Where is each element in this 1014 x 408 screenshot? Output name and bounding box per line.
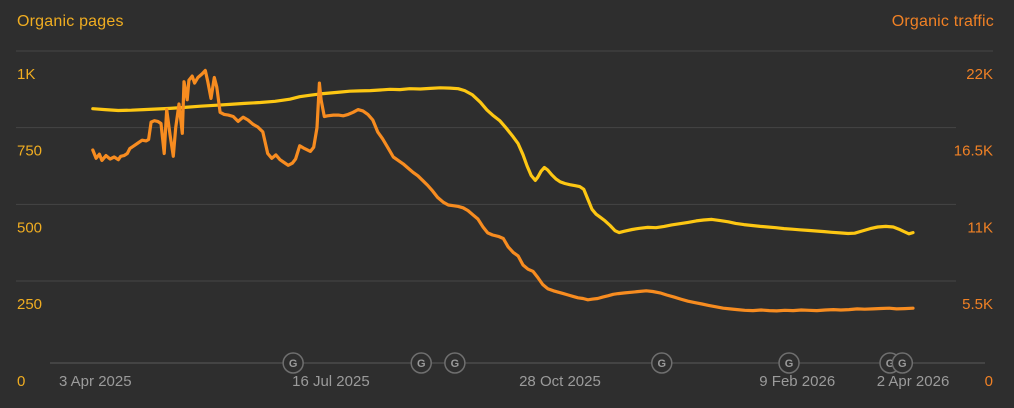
right-axis-tick-label: 22K (966, 66, 993, 83)
google-update-icon[interactable] (651, 352, 673, 374)
google-update-icon[interactable] (444, 352, 466, 374)
google-update-glyph: G (785, 358, 794, 370)
organic-pages-line[interactable] (91, 86, 915, 236)
organic-traffic-line[interactable] (91, 68, 915, 313)
date-label: 9 Feb 2026 (759, 373, 835, 390)
right-axis-tick-label: 11K (967, 219, 993, 236)
date-label: 3 Apr 2025 (59, 373, 132, 390)
google-update-icon[interactable] (778, 352, 800, 374)
google-update-glyph: G (451, 358, 460, 370)
right-axis-tick-label: 16.5K (954, 143, 993, 160)
google-update-glyph: G (417, 358, 426, 370)
left-axis-zero-label: 0 (17, 373, 25, 390)
right-axis-tick-label: 5.5K (962, 296, 993, 313)
date-label: 28 Oct 2025 (519, 373, 601, 390)
left-axis-tick-label: 1K (17, 66, 35, 83)
google-update-icon[interactable] (891, 352, 914, 374)
google-update-glyph: G (657, 358, 666, 370)
google-update-icon[interactable] (410, 352, 432, 374)
google-update-glyph: G (886, 358, 895, 370)
google-update-glyph: G (898, 358, 907, 370)
left-axis-tick-label: 750 (17, 143, 42, 160)
right-axis-title: Organic traffic (891, 13, 994, 30)
right-axis-zero-label: 0 (985, 373, 993, 390)
google-update-icon[interactable] (282, 352, 304, 374)
left-axis-tick-label: 500 (17, 219, 42, 236)
google-update-glyph: G (289, 358, 298, 370)
date-label: 16 Jul 2025 (292, 373, 370, 390)
left-axis-title: Organic pages (17, 13, 124, 30)
date-label: 2 Apr 2026 (877, 373, 950, 390)
left-axis-tick-label: 250 (17, 296, 42, 313)
